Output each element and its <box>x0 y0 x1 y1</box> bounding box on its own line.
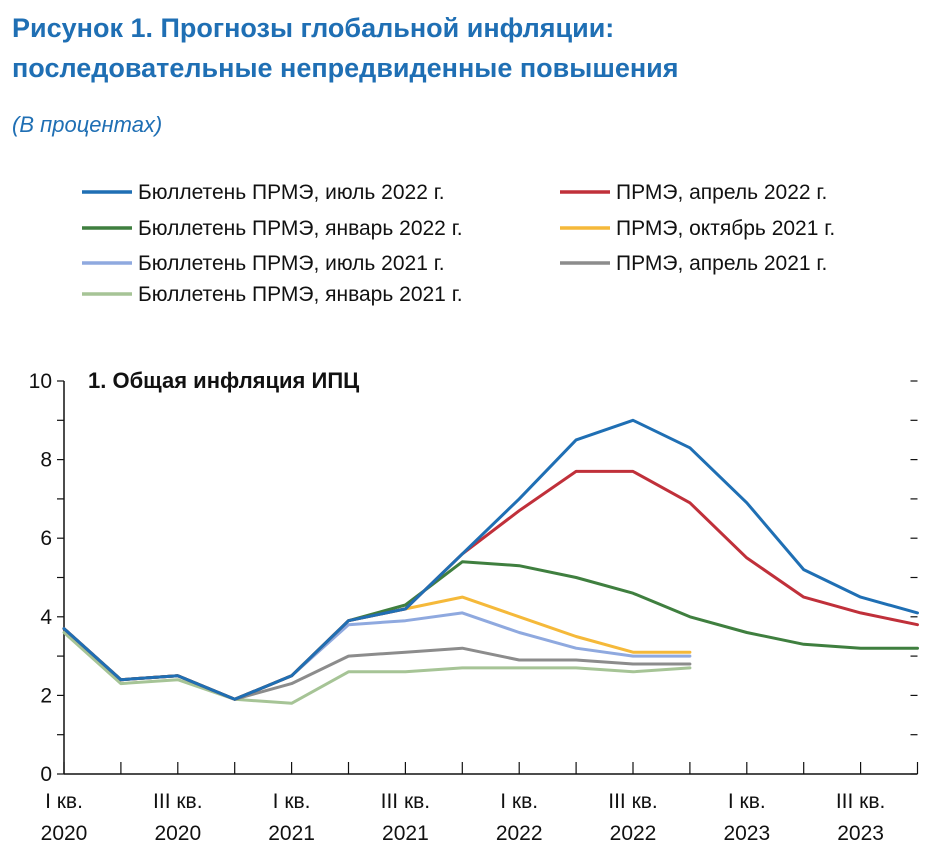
y-tick-label: 4 <box>40 606 52 629</box>
x-tick-label: I кв. <box>728 790 766 813</box>
x-tick-label: III кв. <box>836 790 886 813</box>
x-tick-label: I кв. <box>273 790 311 813</box>
x-tick-label-year: 2022 <box>610 822 657 845</box>
x-tick-label-year: 2021 <box>268 822 315 845</box>
y-tick-label: 10 <box>29 370 52 393</box>
x-tick-label-year: 2020 <box>154 822 201 845</box>
legend-label: ПРМЭ, октябрь 2021 г. <box>616 217 835 240</box>
x-tick-label: I кв. <box>500 790 538 813</box>
series-line <box>62 560 919 701</box>
legend-label: Бюллетень ПРМЭ, июль 2022 г. <box>138 181 445 204</box>
legend-label: Бюллетень ПРМЭ, январь 2021 г. <box>138 283 463 306</box>
x-tick-label: I кв. <box>45 790 83 813</box>
y-tick-label: 2 <box>40 684 52 707</box>
axes: 0 2 4 6 8 10 I кв. 2020 III кв. 2020 I кв. 2021 III … <box>29 370 919 845</box>
x-tick-label-year: 2023 <box>723 822 770 845</box>
figure-title: Рисунок 1. Прогнозы глобальной инфляции:… <box>12 8 679 88</box>
y-tick-label: 8 <box>40 449 52 472</box>
x-tick-label-year: 2021 <box>382 822 429 845</box>
series-line <box>62 418 919 701</box>
legend: Бюллетень ПРМЭ, июль 2022 г. Бюллетень ПР… <box>82 181 835 306</box>
x-tick-label: III кв. <box>608 790 658 813</box>
series-line <box>62 627 692 701</box>
x-tick-label-year: 2022 <box>496 822 543 845</box>
y-tick-label: 6 <box>40 527 52 550</box>
series-line <box>62 469 919 701</box>
figure-subtitle: (В процентах) <box>12 112 163 137</box>
panel-title: 1. Общая инфляция ИПЦ <box>88 368 359 393</box>
series-line <box>62 611 692 701</box>
figure-title-line-2: последовательные непредвиденные повышени… <box>12 53 679 83</box>
x-tick-label: III кв. <box>153 790 203 813</box>
legend-label: ПРМЭ, апрель 2022 г. <box>616 181 827 204</box>
legend-label: Бюллетень ПРМЭ, январь 2022 г. <box>138 217 463 240</box>
x-tick-label-year: 2023 <box>837 822 884 845</box>
x-tick-label: III кв. <box>381 790 431 813</box>
legend-label: Бюллетень ПРМЭ, июль 2021 г. <box>138 252 445 275</box>
series-line <box>62 631 692 705</box>
figure-title-line-1: Рисунок 1. Прогнозы глобальной инфляции: <box>12 13 615 43</box>
x-tick-label-year: 2020 <box>41 822 88 845</box>
y-tick-label: 0 <box>40 763 52 786</box>
series-lines <box>62 418 919 705</box>
legend-label: ПРМЭ, апрель 2021 г. <box>616 252 827 275</box>
